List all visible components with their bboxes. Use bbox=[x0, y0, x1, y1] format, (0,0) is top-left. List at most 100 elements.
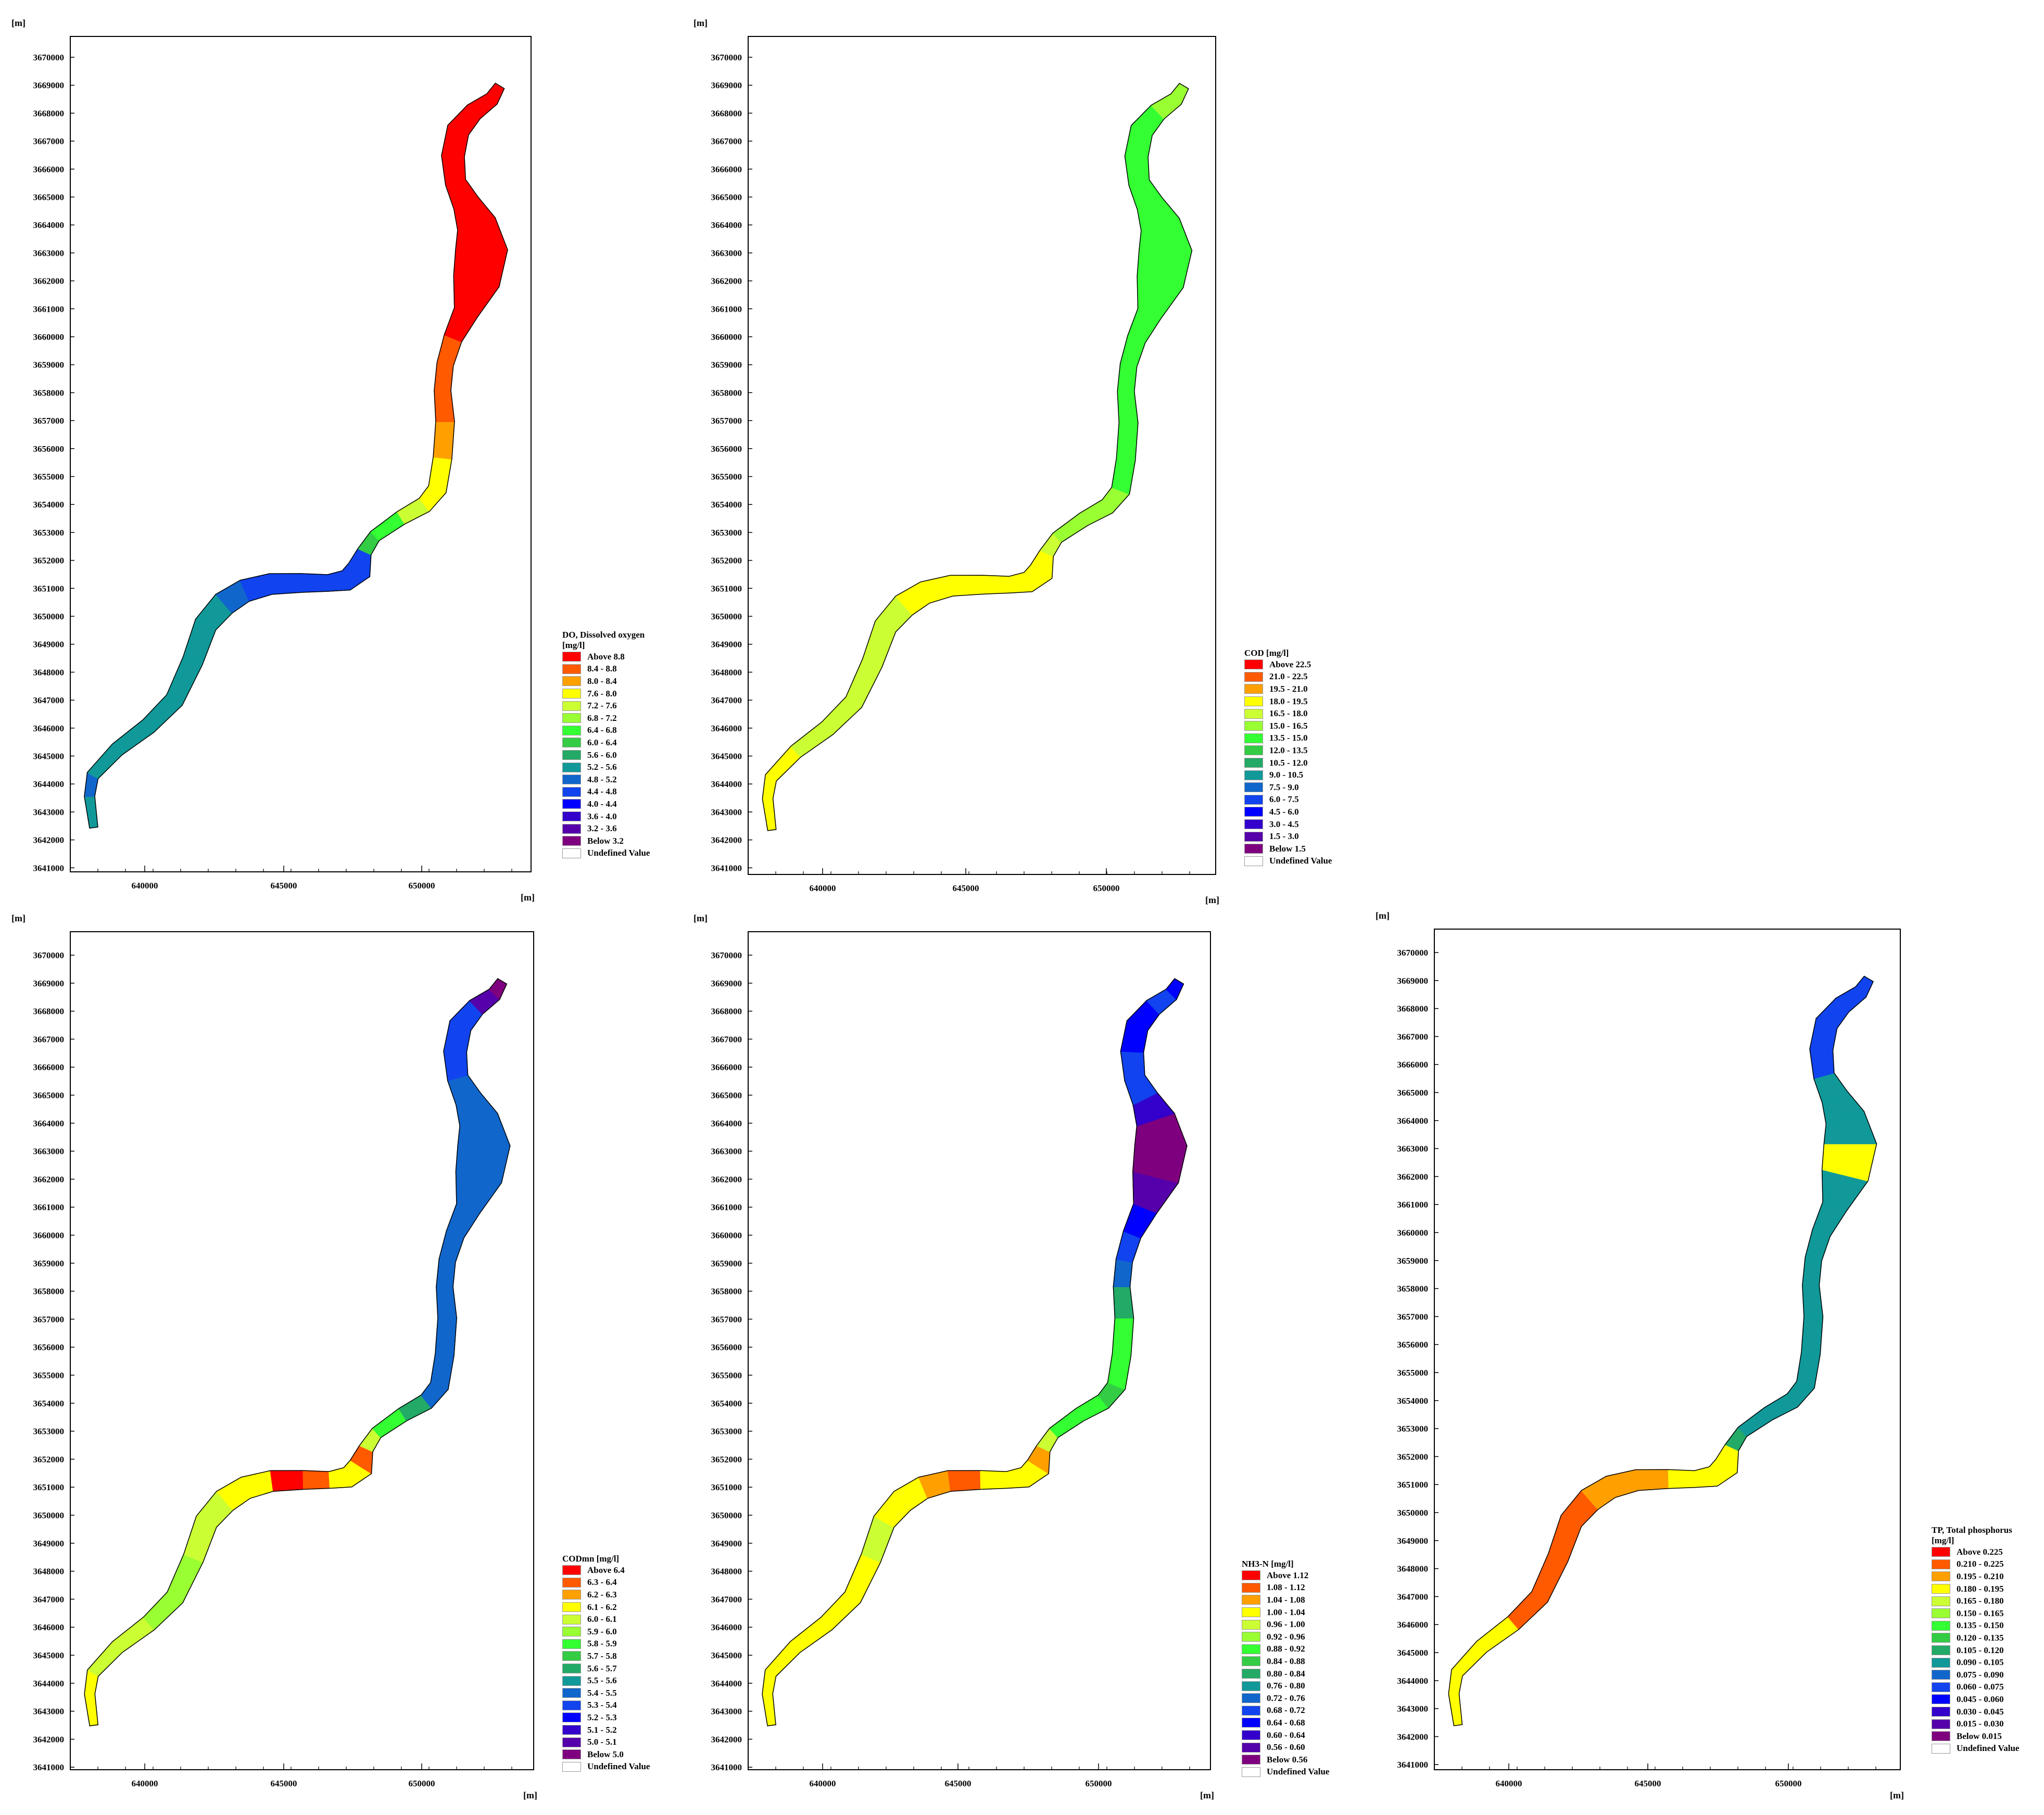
legend-label: 4.0 - 4.4 bbox=[587, 798, 617, 809]
legend-entry: 0.105 - 0.120 bbox=[1932, 1644, 2044, 1657]
y-tick-label: 3666000 bbox=[711, 1062, 742, 1072]
legend-do: DO, Dissolved oxygen [mg/l] Above 8.8 8.4 … bbox=[562, 630, 698, 859]
legend-swatch bbox=[1242, 1693, 1260, 1704]
legend-tp: TP, Total phosphorus [mg/l] Above 0.225 0.… bbox=[1932, 1525, 2044, 1755]
legend-entry: 5.3 - 5.4 bbox=[562, 1699, 698, 1712]
y-tick-label: 3652000 bbox=[711, 556, 742, 566]
y-tick-label: 3659000 bbox=[33, 360, 65, 370]
legend-swatch bbox=[562, 836, 581, 846]
river-segment bbox=[270, 1470, 304, 1492]
y-tick-label: 3668000 bbox=[33, 1007, 65, 1017]
y-tick-label: 3654000 bbox=[711, 1399, 742, 1408]
legend-label: 4.8 - 5.2 bbox=[587, 774, 617, 784]
legend-title: TP, Total phosphorus [mg/l] bbox=[1932, 1525, 2012, 1545]
legend-entry: 0.68 - 0.72 bbox=[1242, 1705, 1377, 1717]
y-tick-label: 3667000 bbox=[33, 1034, 65, 1044]
legend-label: 0.80 - 0.84 bbox=[1267, 1668, 1305, 1679]
legend-swatch bbox=[1932, 1719, 1950, 1729]
legend-title: CODmn [mg/l] bbox=[562, 1554, 620, 1564]
legend-swatch bbox=[1242, 1767, 1260, 1777]
legend-entry: 1.00 - 1.04 bbox=[1242, 1606, 1377, 1619]
legend-nh3n: NH3-N [mg/l] Above 1.12 1.08 - 1.12 1.04 - … bbox=[1242, 1559, 1377, 1778]
legend-entry: 0.075 - 0.090 bbox=[1932, 1669, 2044, 1681]
x-tick-label: 645000 bbox=[945, 1779, 971, 1788]
y-tick-label: 3665000 bbox=[711, 1090, 742, 1100]
legend-swatch bbox=[1244, 856, 1263, 866]
x-tick-label: 650000 bbox=[1086, 1779, 1112, 1788]
river-segment bbox=[1113, 1258, 1133, 1287]
x-tick-label: 640000 bbox=[132, 1779, 158, 1788]
legend-entry: 7.6 - 8.0 bbox=[562, 688, 698, 700]
y-tick-label: 3653000 bbox=[711, 1427, 742, 1437]
y-tick-label: 3665000 bbox=[711, 193, 742, 202]
legend-label: 7.5 - 9.0 bbox=[1269, 782, 1299, 792]
legend-entry: 0.76 - 0.80 bbox=[1242, 1680, 1377, 1692]
map-frame bbox=[70, 36, 532, 872]
legend-label: Undefined Value bbox=[1267, 1767, 1330, 1777]
legend-entry: 16.5 - 18.0 bbox=[1244, 707, 1380, 720]
y-tick-label: 3644000 bbox=[33, 779, 65, 789]
river-segment bbox=[166, 656, 203, 706]
y-tick-label: 3662000 bbox=[33, 1174, 65, 1184]
y-axis-unit-label: [m] bbox=[1376, 910, 1390, 921]
legend-label: Below 3.2 bbox=[587, 835, 624, 846]
x-tick-label: 650000 bbox=[1093, 883, 1120, 893]
legend-label: 8.0 - 8.4 bbox=[587, 676, 617, 686]
legend-entry: Above 22.5 bbox=[1244, 658, 1380, 671]
y-tick-label: 3664000 bbox=[33, 1119, 65, 1128]
y-tick-label: 3645000 bbox=[1397, 1648, 1429, 1658]
y-tick-label: 3646000 bbox=[1397, 1620, 1429, 1630]
legend-entry: 0.210 - 0.225 bbox=[1932, 1558, 2044, 1571]
y-tick-label: 3656000 bbox=[711, 444, 742, 454]
x-tick-label: 645000 bbox=[271, 881, 297, 891]
y-tick-label: 3653000 bbox=[1397, 1424, 1429, 1434]
y-tick-label: 3645000 bbox=[33, 1651, 65, 1660]
legend-entry: 5.0 - 5.1 bbox=[562, 1736, 698, 1748]
legend-swatch bbox=[562, 762, 581, 772]
legend-entry: Undefined Value bbox=[1932, 1743, 2044, 1755]
legend-entry: 0.150 - 0.165 bbox=[1932, 1607, 2044, 1620]
legend-entry: 9.0 - 10.5 bbox=[1244, 769, 1380, 781]
legend-entry: 1.08 - 1.12 bbox=[1242, 1582, 1377, 1594]
legend-swatch bbox=[1242, 1595, 1260, 1605]
river-reach-nh3n bbox=[762, 978, 1188, 1727]
y-tick-label: 3666000 bbox=[33, 164, 65, 174]
legend-swatch bbox=[1242, 1570, 1260, 1581]
legend-entry: Below 0.56 bbox=[1242, 1754, 1377, 1766]
legend-label: 12.0 - 13.5 bbox=[1269, 745, 1308, 755]
map-svg-do: [m] [m] 3670000 3669000 3668000 3667000 366600… bbox=[11, 18, 535, 903]
legend-label: Above 6.4 bbox=[587, 1565, 625, 1575]
legend-swatch bbox=[562, 750, 581, 760]
y-tick-label: 3643000 bbox=[33, 807, 65, 817]
legend-swatch bbox=[562, 1688, 581, 1698]
y-tick-label: 3662000 bbox=[1397, 1172, 1429, 1182]
y-tick-label: 3654000 bbox=[1397, 1396, 1429, 1406]
legend-entry: 5.7 - 5.8 bbox=[562, 1650, 698, 1662]
river-segment bbox=[1116, 422, 1139, 461]
river-outline bbox=[1448, 975, 1877, 1727]
legend-entry: 6.3 - 6.4 bbox=[562, 1577, 698, 1589]
legend-entry: 5.1 - 5.2 bbox=[562, 1724, 698, 1736]
legend-label: 5.3 - 5.4 bbox=[587, 1700, 617, 1710]
y-tick-label: 3657000 bbox=[33, 1314, 65, 1324]
y-tick-label: 3652000 bbox=[33, 556, 65, 566]
river-reach-codmn bbox=[84, 978, 511, 1727]
map-panel-tp: [m] [m] 3670000 3669000 3668000 3667000 366600… bbox=[1364, 900, 2041, 1811]
x-axis-unit-label: [m] bbox=[1205, 895, 1219, 905]
legend-swatch bbox=[562, 664, 581, 674]
y-tick-label: 3642000 bbox=[711, 835, 742, 845]
y-tick-label: 3656000 bbox=[1397, 1340, 1429, 1350]
legend-swatch bbox=[1242, 1632, 1260, 1642]
y-tick-label: 3652000 bbox=[33, 1454, 65, 1464]
legend-label: 0.150 - 0.165 bbox=[1957, 1608, 2004, 1618]
y-tick-label: 3669000 bbox=[33, 979, 65, 988]
legend-entry: 5.8 - 5.9 bbox=[562, 1638, 698, 1651]
legend-label: 3.2 - 3.6 bbox=[587, 823, 617, 834]
legend-swatch bbox=[1244, 831, 1263, 842]
map-svg-cod: [m] [m] 3670000 3669000 3668000 3667000 366600… bbox=[693, 18, 1219, 905]
legend-label: 9.0 - 10.5 bbox=[1269, 770, 1304, 780]
legend-swatch bbox=[562, 1761, 581, 1772]
y-tick-label: 3645000 bbox=[711, 1651, 742, 1660]
y-tick-label: 3654000 bbox=[33, 1399, 65, 1408]
river-segment bbox=[1802, 1256, 1822, 1286]
